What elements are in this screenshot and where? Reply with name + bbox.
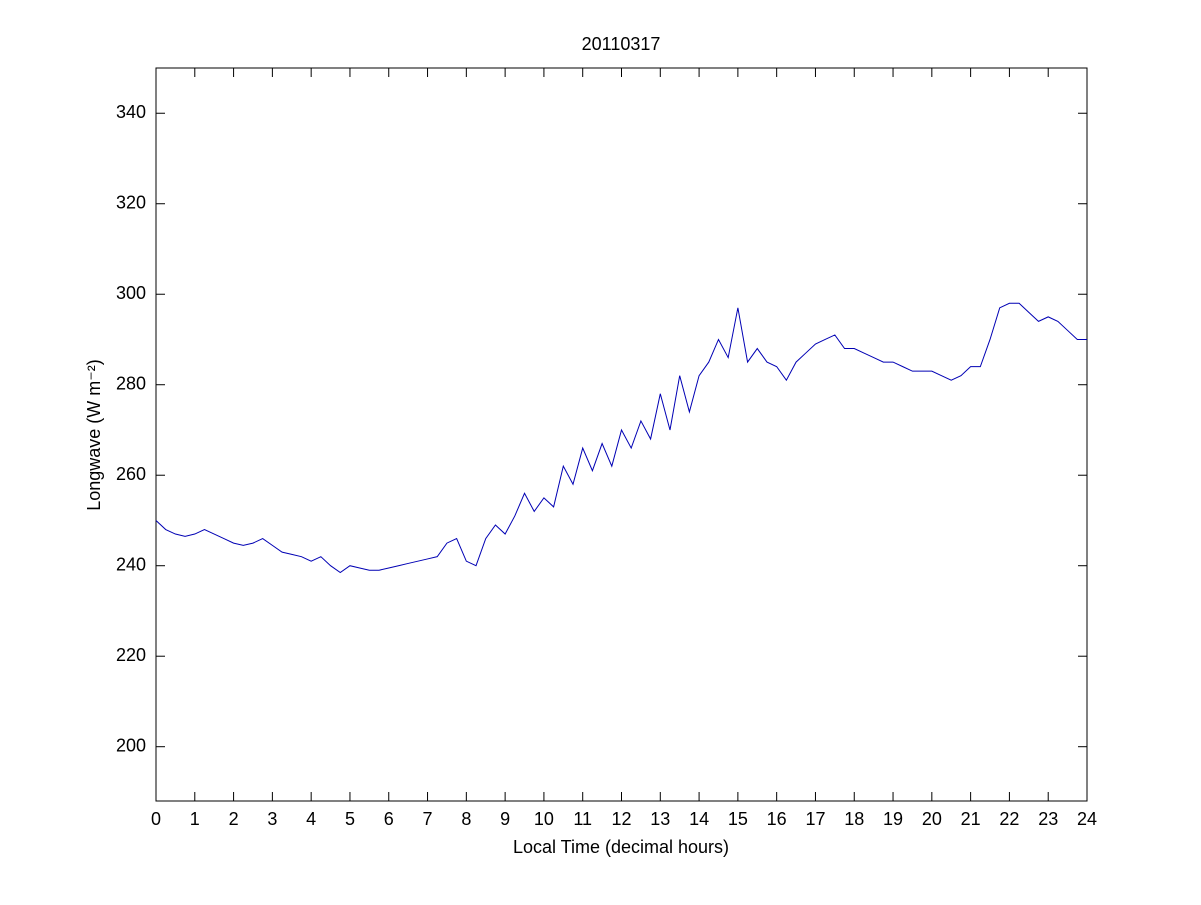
x-tick-label: 6 [384,809,394,829]
x-tick-label: 15 [728,809,748,829]
data-line [155,302,1087,574]
x-tick-label: 19 [883,809,903,829]
x-tick-label: 12 [611,809,631,829]
x-tick-label: 3 [267,809,277,829]
y-tick-label: 320 [116,192,146,212]
x-tick-label: 8 [461,809,471,829]
y-tick-label: 260 [116,464,146,484]
x-tick-label: 21 [961,809,981,829]
y-tick-label: 200 [116,735,146,755]
y-tick-label: 280 [116,373,146,393]
x-tick-label: 4 [306,809,316,829]
x-tick-label: 11 [573,809,592,829]
x-tick-label: 18 [844,809,864,829]
x-tick-label: 14 [689,809,709,829]
y-tick-label: 340 [116,102,146,122]
y-axis-label: Longwave (W m⁻²) [84,359,104,511]
x-tick-label: 0 [151,809,161,829]
x-tick-label: 22 [999,809,1019,829]
x-tick-label: 13 [650,809,670,829]
y-tick-label: 220 [116,645,146,665]
x-tick-label: 1 [190,809,200,829]
x-tick-label: 9 [500,809,510,829]
x-tick-label: 17 [805,809,825,829]
y-tick-label: 300 [116,283,146,303]
x-tick-label: 5 [345,809,355,829]
x-tick-label: 10 [534,809,554,829]
chart-title: 20110317 [582,34,661,54]
x-tick-label: 16 [767,809,787,829]
x-tick-label: 7 [423,809,433,829]
x-tick-label: 23 [1038,809,1058,829]
x-tick-label: 20 [922,809,942,829]
y-tick-label: 240 [116,554,146,574]
x-tick-label: 24 [1077,809,1097,829]
x-axis-label: Local Time (decimal hours) [513,837,729,857]
x-tick-label: 2 [229,809,239,829]
